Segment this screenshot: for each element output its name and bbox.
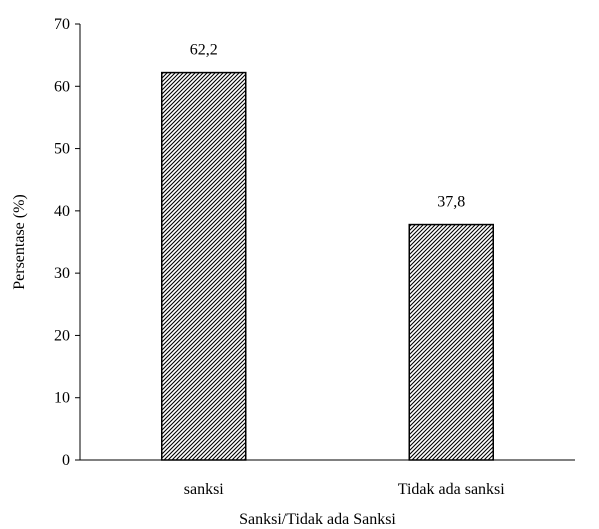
y-tick-label: 0 — [62, 452, 70, 469]
y-tick-label: 50 — [54, 141, 70, 158]
y-axis-title: Persentase (%) — [11, 194, 28, 290]
y-tick-label: 20 — [54, 327, 70, 344]
y-ticks: 0 10 20 30 40 50 60 70 — [54, 16, 80, 469]
x-category-label: sanksi — [184, 481, 225, 498]
bar-tidak-ada-sanksi — [408, 223, 494, 461]
data-label: 37,8 — [437, 194, 465, 211]
bars — [161, 71, 494, 461]
y-tick-label: 10 — [54, 390, 70, 407]
x-labels: sanksi Tidak ada sanksi — [184, 481, 506, 498]
data-label: 62,2 — [190, 42, 218, 59]
y-axis: 0 10 20 30 40 50 60 70 — [54, 16, 81, 469]
y-tick-label: 30 — [54, 265, 70, 282]
y-tick-label: 60 — [54, 78, 70, 95]
x-axis-title: Sanksi/Tidak ada Sanksi — [239, 511, 396, 528]
y-tick-label: 70 — [54, 16, 70, 33]
y-tick-label: 40 — [54, 203, 70, 220]
data-labels: 62,2 37,8 — [190, 42, 466, 211]
bar-sanksi — [161, 71, 247, 461]
x-axis: sanksi Tidak ada sanksi — [80, 459, 575, 498]
x-category-label: Tidak ada sanksi — [398, 481, 506, 498]
